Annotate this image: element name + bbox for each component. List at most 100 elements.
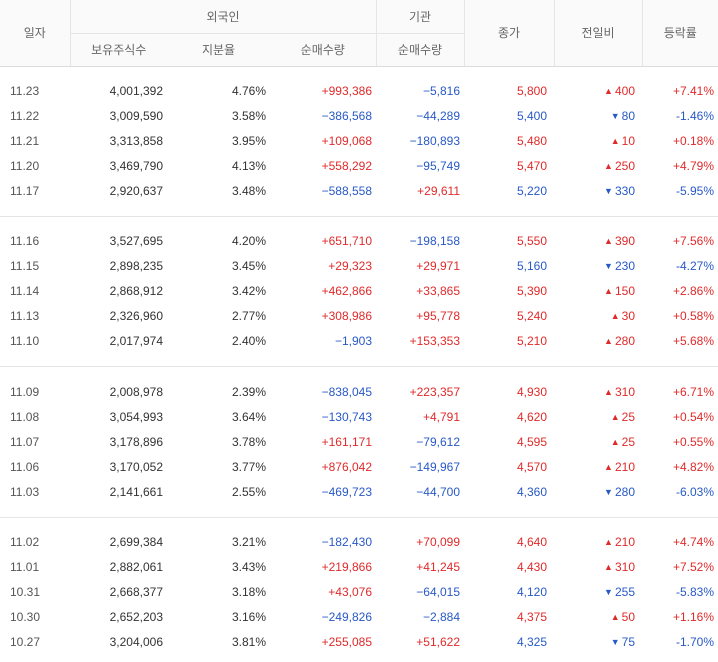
row-change-rate: -4.27% [675, 259, 714, 273]
row-close-price: 5,210 [516, 334, 547, 348]
triangle-down-icon: ▼ [604, 486, 613, 497]
row-change-value: 310 [614, 384, 635, 399]
row-change-rate: -1.46% [675, 108, 714, 123]
header-institution-net-buy: 순매수량 [375, 33, 464, 67]
row-change-rate: -6.03% [675, 484, 714, 499]
header-date: 일자 [0, 0, 70, 67]
group-padding [0, 367, 718, 379]
table-row: 10.31 2,668,377 3.18% +43,076 −64,015 4,120 ▼ 2… [0, 580, 718, 605]
row-foreign-net-buy: −469,723 [321, 484, 372, 499]
table-row: 11.08 3,054,993 3.64% −130,743 +4,791 4,620 ▲ 2… [0, 404, 718, 429]
table-row: 11.21 3,313,858 3.95% +109,068 −180,893 5,480… [0, 128, 718, 153]
row-holding-ratio: 3.45% [231, 259, 266, 273]
row-foreign-net-buy: +29,323 [328, 259, 372, 273]
row-change: ▲ 10 [554, 128, 642, 153]
triangle-down-icon: ▼ [604, 261, 613, 271]
row-holdings: 2,326,960 [109, 309, 163, 323]
row-close-price: 5,550 [516, 234, 547, 248]
row-institution-net-buy: −95,749 [416, 158, 460, 173]
row-change-rate: +7.52% [672, 560, 714, 574]
table-row: 11.03 2,141,661 2.55% −469,723 −44,700 4,360 ▼… [0, 479, 718, 504]
row-change: ▲ 310 [554, 555, 642, 580]
row-holdings: 2,652,203 [109, 610, 163, 624]
header-holding-ratio: 지분율 [167, 33, 270, 67]
row-close-price: 4,430 [516, 560, 547, 574]
row-date: 11.23 [10, 83, 40, 98]
row-institution-net-buy: −198,158 [409, 234, 460, 248]
triangle-up-icon: ▲ [610, 436, 620, 447]
row-change-rate: +0.58% [672, 309, 714, 323]
row-change-value: 400 [614, 83, 635, 98]
row-change-rate: +5.68% [672, 334, 714, 348]
row-holdings: 3,009,590 [109, 108, 163, 123]
row-institution-net-buy: −44,289 [416, 108, 460, 123]
row-change-value: 10 [621, 133, 635, 148]
row-holdings: 3,313,858 [109, 133, 163, 148]
row-holding-ratio: 3.42% [231, 284, 266, 298]
row-holding-ratio: 2.55% [231, 484, 266, 499]
row-change-rate: +7.41% [672, 83, 714, 98]
row-change: ▼ 230 [554, 254, 642, 279]
row-change-value: 50 [621, 610, 635, 624]
row-change-rate: +2.86% [672, 284, 714, 298]
group-padding [0, 217, 718, 229]
triangle-down-icon: ▼ [604, 185, 613, 196]
row-change-value: 25 [621, 434, 635, 449]
row-foreign-net-buy: +43,076 [328, 585, 372, 599]
table-row: 11.20 3,469,790 4.13% +558,292 −95,749 5,470 ▲… [0, 153, 718, 178]
table-row: 11.02 2,699,384 3.21% −182,430 +70,099 4,640 ▲… [0, 530, 718, 555]
triangle-up-icon: ▲ [604, 286, 613, 296]
group-separator [0, 366, 718, 367]
row-date: 11.14 [10, 284, 40, 298]
table-header: 일자 외국인 기관 종가 전일비 등락률 보유주식수 지분율 순매수량 순매수량 [0, 0, 718, 67]
row-change-value: 75 [621, 635, 635, 649]
row-date: 11.16 [10, 234, 40, 248]
row-close-price: 4,120 [516, 585, 547, 599]
row-change-rate: +1.16% [672, 610, 714, 624]
row-institution-net-buy: +95,778 [416, 309, 460, 323]
row-holding-ratio: 3.81% [231, 635, 266, 649]
row-date: 11.01 [10, 560, 40, 574]
table-row: 11.22 3,009,590 3.58% −386,568 −44,289 5,400 ▼… [0, 103, 718, 128]
row-foreign-net-buy: −1,903 [334, 334, 372, 348]
row-change: ▲ 210 [554, 454, 642, 479]
row-foreign-net-buy: +993,386 [321, 83, 372, 98]
row-date: 11.15 [10, 259, 40, 273]
row-foreign-net-buy: +558,292 [321, 158, 372, 173]
row-change: ▲ 25 [554, 429, 642, 454]
row-change: ▲ 210 [554, 530, 642, 555]
row-change: ▲ 280 [554, 329, 642, 354]
row-holding-ratio: 2.39% [231, 384, 266, 399]
row-close-price: 5,480 [516, 133, 547, 148]
row-holdings: 2,868,912 [109, 284, 163, 298]
row-date: 10.31 [10, 585, 41, 599]
row-holding-ratio: 2.77% [231, 309, 266, 323]
row-holdings: 2,017,974 [109, 334, 163, 348]
row-close-price: 5,390 [516, 284, 547, 298]
row-foreign-net-buy: +651,710 [321, 234, 372, 248]
row-change: ▲ 250 [554, 153, 642, 178]
row-change-value: 280 [614, 484, 635, 499]
triangle-up-icon: ▲ [604, 562, 613, 572]
triangle-down-icon: ▼ [610, 637, 620, 647]
table-row: 10.30 2,652,203 3.16% −249,826 −2,884 4,375 ▲ 5… [0, 605, 718, 630]
row-date: 11.02 [10, 535, 40, 549]
row-change-rate: +4.82% [672, 459, 714, 474]
row-close-price: 4,375 [516, 610, 547, 624]
row-close-price: 5,400 [516, 108, 547, 123]
row-change: ▼ 280 [554, 479, 642, 504]
row-date: 11.08 [10, 409, 40, 424]
row-change-value: 255 [614, 585, 635, 599]
header-change-rate: 등락률 [641, 0, 718, 67]
row-close-price: 4,640 [516, 535, 547, 549]
row-holdings: 3,204,006 [109, 635, 163, 649]
row-close-price: 4,570 [516, 459, 547, 474]
table-row: 10.27 3,204,006 3.81% +255,085 +51,622 4,325 ▼… [0, 630, 718, 655]
row-holdings: 3,178,896 [109, 434, 163, 449]
row-foreign-net-buy: +876,042 [321, 459, 372, 474]
row-change-value: 330 [614, 183, 635, 198]
group-padding [0, 504, 718, 517]
table-row: 11.01 2,882,061 3.43% +219,866 +41,245 4,430 ▲… [0, 555, 718, 580]
row-holdings: 2,141,661 [109, 484, 163, 499]
row-foreign-net-buy: +219,866 [321, 560, 372, 574]
